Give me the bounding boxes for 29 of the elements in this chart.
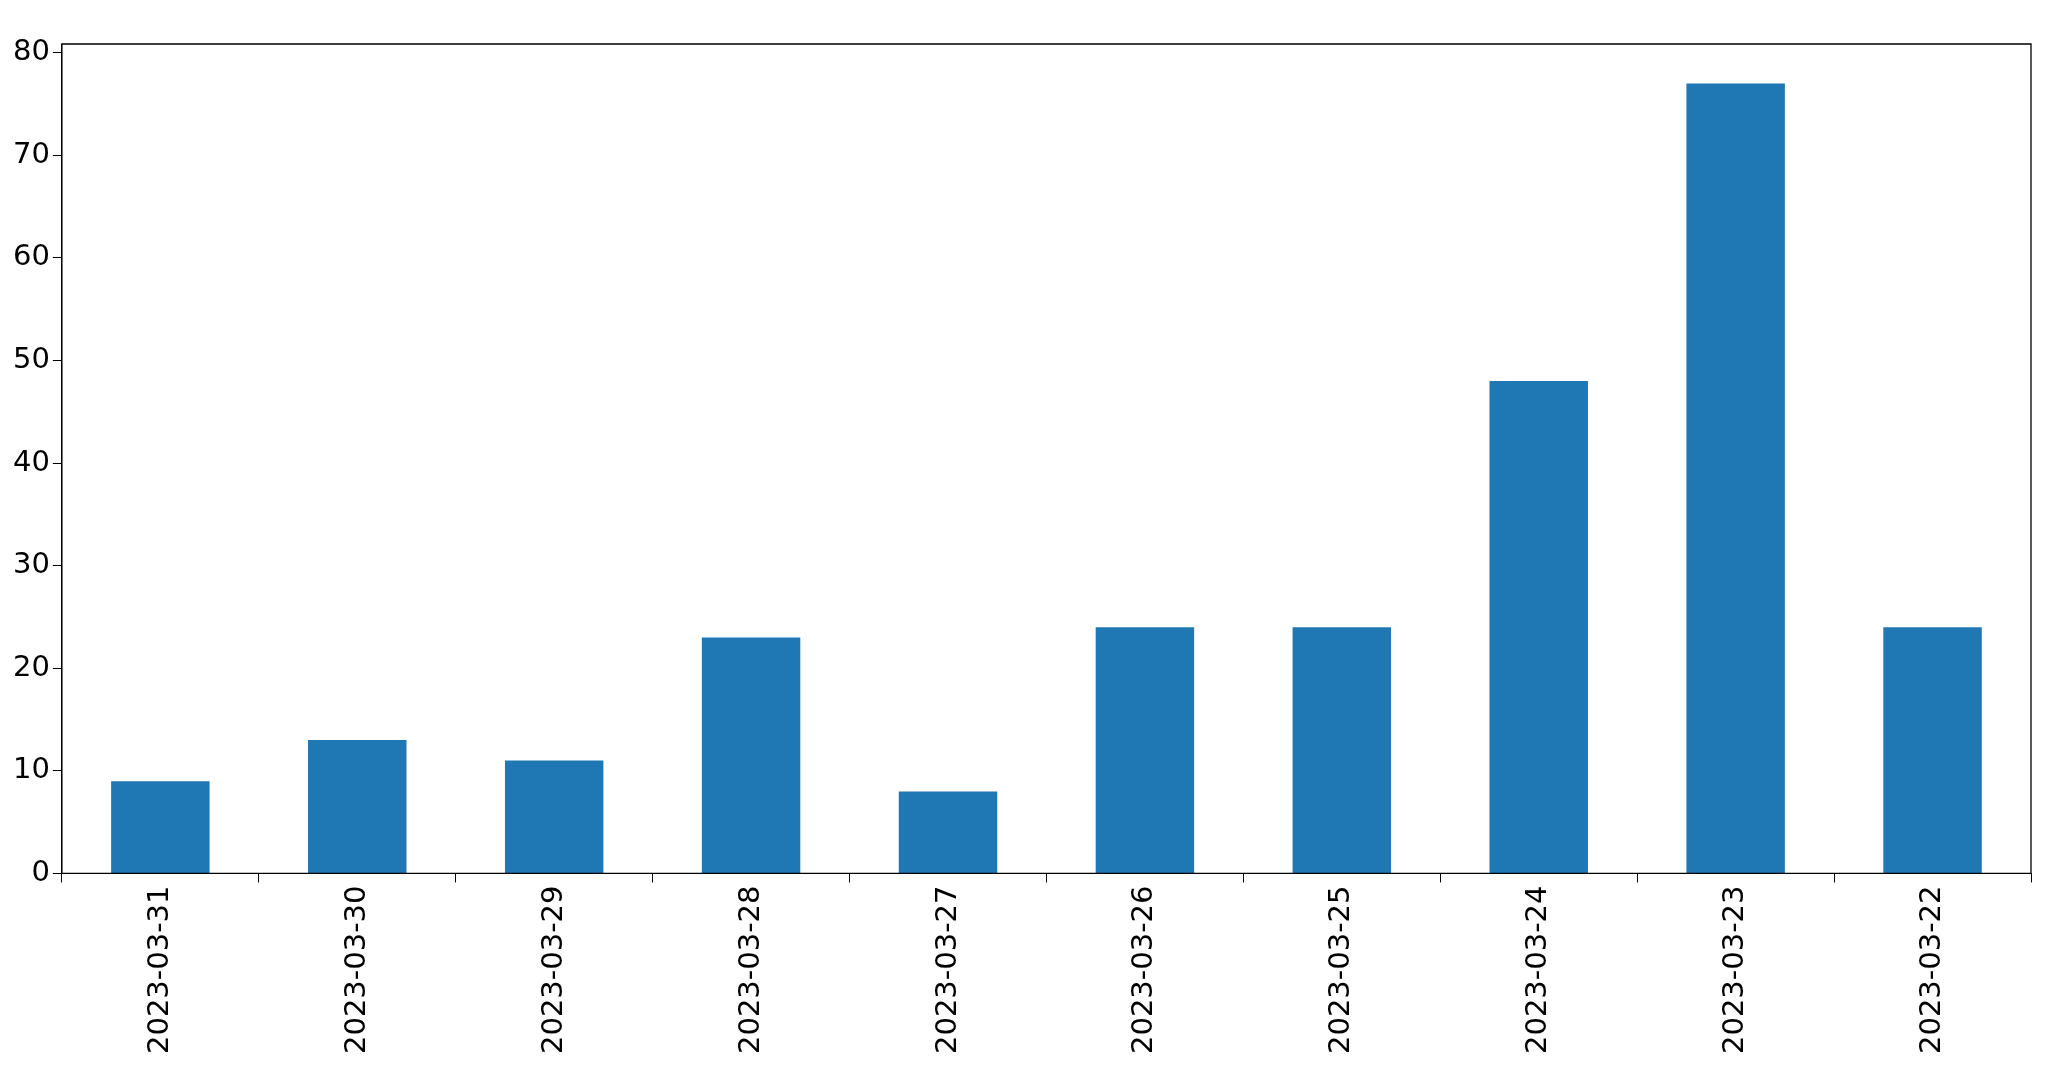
x-tick-label: 2023-03-28 bbox=[731, 885, 766, 1055]
bar bbox=[1489, 381, 1588, 873]
y-tick-label: 50 bbox=[13, 341, 50, 376]
x-tick-label: 2023-03-24 bbox=[1519, 885, 1554, 1055]
x-tick-label: 2023-03-31 bbox=[140, 885, 175, 1055]
bar bbox=[504, 760, 604, 873]
x-tick-label: 2023-03-26 bbox=[1125, 885, 1160, 1055]
y-tick-label: 30 bbox=[13, 546, 50, 581]
bar bbox=[701, 637, 801, 873]
y-tick-label: 40 bbox=[13, 443, 50, 478]
x-tick-label: 2023-03-22 bbox=[1913, 885, 1948, 1055]
bar bbox=[111, 781, 210, 873]
x-tick-label: 2023-03-30 bbox=[337, 885, 372, 1055]
bar bbox=[1686, 83, 1785, 873]
x-tick-label: 2023-03-23 bbox=[1716, 885, 1751, 1055]
bar bbox=[1292, 627, 1392, 873]
y-tick-label: 0 bbox=[31, 854, 50, 888]
bar bbox=[898, 791, 998, 873]
bar bbox=[308, 740, 407, 873]
x-tick-label: 2023-03-29 bbox=[534, 885, 569, 1055]
bar bbox=[1095, 627, 1195, 873]
y-tick-label: 80 bbox=[13, 33, 50, 68]
y-tick-label: 20 bbox=[13, 648, 50, 683]
y-tick-label: 10 bbox=[13, 751, 50, 786]
y-tick-label: 60 bbox=[13, 238, 50, 273]
x-tick-label: 2023-03-25 bbox=[1322, 885, 1357, 1055]
x-tick-label: 2023-03-27 bbox=[928, 885, 963, 1055]
y-tick-label: 70 bbox=[13, 135, 50, 170]
bar bbox=[1883, 627, 1982, 873]
